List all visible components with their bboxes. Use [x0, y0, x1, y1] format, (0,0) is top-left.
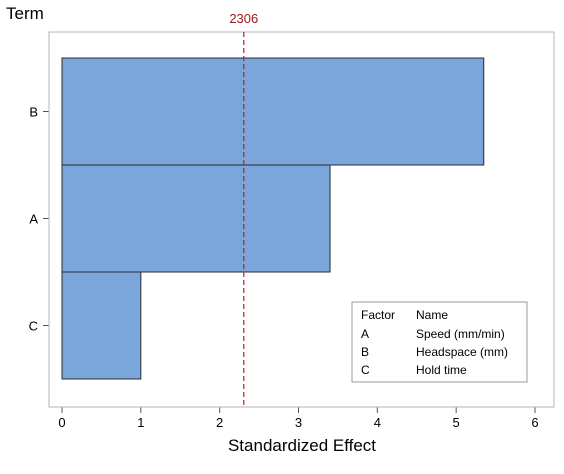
legend-factor-b: B	[361, 345, 369, 359]
reference-line-label: 2306	[229, 11, 258, 26]
y-tick-label-a: A	[29, 212, 38, 227]
bar-a	[62, 165, 330, 272]
legend-name-c: Hold time	[416, 363, 467, 377]
bar-c	[62, 272, 141, 379]
legend-header-factor: Factor	[361, 308, 395, 322]
x-tick-label-0: 0	[58, 415, 65, 430]
legend-header-name: Name	[416, 308, 448, 322]
legend-name-b: Headspace (mm)	[416, 345, 508, 359]
x-tick-label-5: 5	[453, 415, 460, 430]
x-tick-label-3: 3	[295, 415, 302, 430]
legend-factor-a: A	[361, 327, 369, 341]
y-axis-title: Term	[6, 4, 44, 23]
y-tick-label-c: C	[29, 319, 38, 334]
x-ticks: 0 1 2 3 4 5 6	[58, 407, 538, 430]
y-tick-label-b: B	[29, 105, 38, 120]
legend-name-a: Speed (mm/min)	[416, 327, 505, 341]
x-tick-label-1: 1	[137, 415, 144, 430]
bar-b	[62, 58, 484, 165]
x-tick-label-2: 2	[216, 415, 223, 430]
legend-box: Factor Name A Speed (mm/min) B Headspace…	[352, 302, 527, 382]
y-ticks: B A C	[29, 105, 49, 334]
legend-factor-c: C	[361, 363, 370, 377]
x-axis-title: Standardized Effect	[228, 436, 376, 455]
x-tick-label-6: 6	[531, 415, 538, 430]
x-tick-label-4: 4	[374, 415, 381, 430]
